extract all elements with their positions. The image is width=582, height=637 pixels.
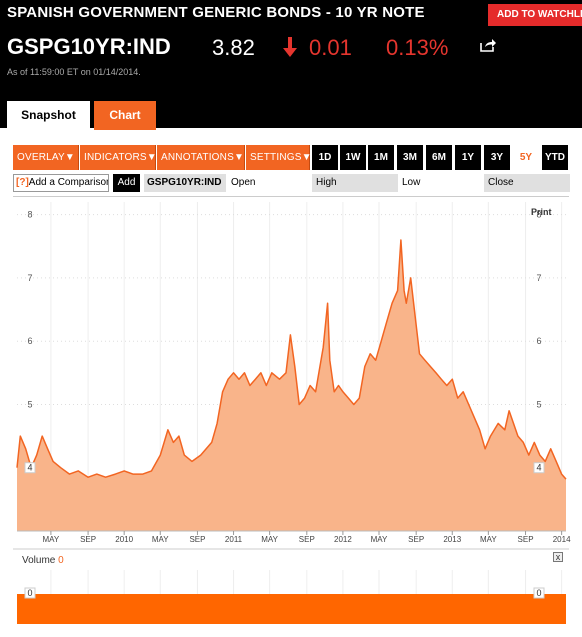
current-marker-left — [24, 462, 36, 474]
toolbar-divider — [13, 196, 569, 197]
y-tick-label-right: 5 — [536, 399, 541, 409]
volume-label-text: Volume — [22, 555, 56, 566]
yield-line — [16, 239, 567, 480]
volume-label: Volume 0 — [22, 555, 64, 566]
price-change-percent: 0.13% — [386, 35, 449, 60]
comparison-input[interactable]: [?]Add a Comparison — [13, 174, 109, 192]
y-tick-label-right: 7 — [536, 273, 541, 283]
range-6m[interactable]: 6M — [426, 145, 452, 170]
tab-chart[interactable]: Chart — [94, 101, 156, 130]
last-price: 3.82 — [212, 35, 255, 60]
current-marker-label-right: 4 — [536, 463, 541, 473]
down-arrow-icon — [283, 37, 297, 57]
x-tick-label: SEP — [80, 535, 96, 544]
open-field: Open — [227, 174, 313, 192]
overlay-caret-icon: ▼ — [64, 152, 76, 163]
help-link[interactable]: [?] — [16, 177, 29, 188]
high-field: High — [312, 174, 398, 192]
share-icon[interactable] — [480, 38, 496, 52]
volume-marker-label-right: 0 — [536, 588, 541, 598]
range-1m[interactable]: 1M — [368, 145, 394, 170]
low-field: Low — [398, 174, 484, 192]
quote-header: SPANISH GOVERNMENT GENERIC BONDS - 10 YR… — [0, 0, 582, 130]
x-tick-label: SEP — [518, 535, 534, 544]
indicators-menu[interactable]: INDICATORS▼ — [80, 145, 157, 170]
overlay-menu-label: OVERLAY — [17, 152, 65, 163]
y-tick-label-right: 8 — [536, 210, 541, 220]
volume-marker-left — [24, 587, 36, 599]
volume-marker-right — [533, 587, 545, 599]
x-tick-label: 2014 — [553, 535, 571, 544]
range-ytd[interactable]: YTD — [542, 145, 568, 170]
price-chart[interactable]: 5 5 6 6 7 7 8 8 4 4 MAY SEP 2010 MAY SEP 2011 MAY SEP 2012… — [0, 197, 582, 545]
add-to-watchlist-button[interactable]: ADD TO WATCHLIST — [488, 4, 582, 26]
overlay-menu[interactable]: OVERLAY▼ — [13, 145, 79, 170]
range-3m[interactable]: 3M — [397, 145, 423, 170]
x-tick-label: 2010 — [115, 535, 133, 544]
x-tick-label: SEP — [408, 535, 424, 544]
volume-value: 0 — [58, 555, 64, 566]
x-tick-label: MAY — [43, 535, 60, 544]
compare-row: [?]Add a Comparison Add GSPG10YR:IND Ope… — [13, 174, 570, 192]
y-tick-label-left: 6 — [27, 336, 32, 346]
indicators-caret-icon: ▼ — [146, 152, 157, 163]
chart-toolbar: OVERLAY▼ INDICATORS▼ ANNOTATIONS▼ SETTIN… — [13, 145, 569, 171]
x-tick-label: 2011 — [225, 535, 243, 544]
symbol-label: GSPG10YR:IND — [144, 174, 226, 192]
volume-bar — [17, 594, 566, 624]
range-1w[interactable]: 1W — [340, 145, 366, 170]
annotations-menu[interactable]: ANNOTATIONS▼ — [157, 145, 245, 170]
x-tick-label: MAY — [261, 535, 278, 544]
page-title: SPANISH GOVERNMENT GENERIC BONDS - 10 YR… — [7, 4, 425, 21]
range-1y[interactable]: 1Y — [455, 145, 481, 170]
settings-menu-label: SETTINGS — [250, 152, 302, 163]
comparison-placeholder: Add a Comparison — [28, 177, 109, 188]
x-tick-label: 2012 — [334, 535, 352, 544]
y-tick-label-left: 8 — [27, 210, 32, 220]
x-tick-label: MAY — [152, 535, 169, 544]
ticker-symbol: GSPG10YR:IND — [7, 34, 171, 59]
print-link[interactable]: Print — [531, 207, 552, 217]
y-tick-label-right: 6 — [536, 336, 541, 346]
close-field: Close — [484, 174, 570, 192]
tab-snapshot[interactable]: Snapshot — [7, 101, 90, 130]
range-3y[interactable]: 3Y — [484, 145, 510, 170]
yield-area — [17, 240, 566, 531]
x-tick-label: SEP — [189, 535, 205, 544]
y-tick-label-left: 7 — [27, 273, 32, 283]
range-5y[interactable]: 5Y — [513, 145, 539, 170]
settings-menu[interactable]: SETTINGS▼ — [246, 145, 312, 170]
add-comparison-button[interactable]: Add — [113, 174, 140, 192]
settings-caret-icon: ▼ — [301, 152, 312, 163]
close-volume-icon[interactable]: x — [553, 552, 563, 562]
y-tick-label-left: 5 — [27, 399, 32, 409]
x-tick-label: MAY — [480, 535, 497, 544]
x-tick-label: MAY — [371, 535, 388, 544]
annotations-caret-icon: ▼ — [233, 152, 245, 163]
annotations-menu-label: ANNOTATIONS — [161, 152, 234, 163]
as-of-timestamp: As of 11:59:00 ET on 01/14/2014. — [7, 67, 141, 77]
range-1d[interactable]: 1D — [312, 145, 338, 170]
volume-marker-label-left: 0 — [27, 588, 32, 598]
current-marker-right — [533, 462, 545, 474]
x-tick-label: SEP — [299, 535, 315, 544]
price-change: 0.01 — [309, 35, 352, 60]
indicators-menu-label: INDICATORS — [84, 152, 147, 163]
current-marker-label-left: 4 — [27, 463, 32, 473]
x-tick-label: 2013 — [443, 535, 461, 544]
